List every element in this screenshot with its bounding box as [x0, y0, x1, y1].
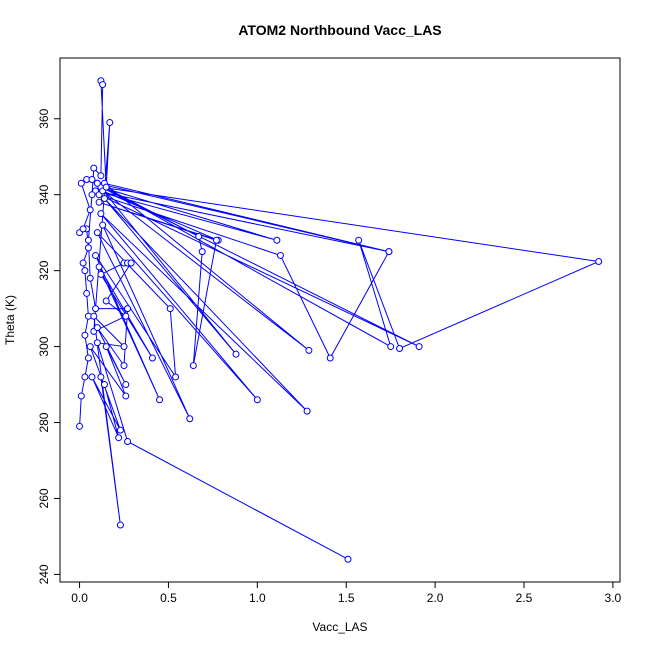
data-point	[198, 248, 206, 256]
data-point	[344, 555, 352, 563]
x-axis-label: Vacc_LAS	[312, 620, 367, 634]
data-point	[99, 81, 107, 89]
data-point	[172, 373, 180, 381]
x-tick-label: 1.0	[249, 591, 266, 605]
data-point	[79, 259, 87, 267]
data-point	[95, 198, 103, 206]
x-tick-label: 0.5	[160, 591, 177, 605]
data-point	[122, 392, 130, 400]
data-point	[83, 289, 91, 297]
data-point	[97, 210, 105, 218]
data-point	[81, 331, 89, 339]
data-point	[120, 362, 128, 370]
data-point	[88, 176, 96, 184]
data-point	[102, 297, 110, 305]
data-point	[166, 305, 174, 313]
data-point	[88, 191, 96, 199]
data-point	[86, 274, 94, 282]
data-point	[148, 354, 156, 362]
data-point	[396, 344, 404, 352]
y-tick-label: 320	[37, 260, 51, 280]
data-point	[355, 236, 363, 244]
data-point	[90, 164, 98, 172]
data-point	[100, 381, 108, 389]
data-point	[253, 396, 261, 404]
data-point	[86, 343, 94, 351]
data-point	[212, 236, 220, 244]
y-tick-label: 260	[37, 488, 51, 508]
y-axis-label: Theta (K)	[3, 295, 17, 345]
data-point	[100, 194, 108, 202]
data-point	[156, 396, 164, 404]
data-point	[387, 343, 395, 351]
y-tick-label: 340	[37, 184, 51, 204]
data-point	[326, 354, 334, 362]
data-point	[86, 206, 94, 214]
data-point	[595, 258, 603, 266]
data-point	[385, 248, 393, 256]
data-point	[415, 343, 423, 351]
x-tick-label: 0.0	[71, 591, 88, 605]
data-line	[79, 80, 601, 560]
data-point	[303, 407, 311, 415]
data-point	[92, 305, 100, 313]
chart-title: ATOM2 Northbound Vacc_LAS	[238, 22, 441, 38]
data-point	[189, 362, 197, 370]
data-point	[195, 232, 203, 240]
data-point	[186, 415, 194, 423]
data-point	[93, 339, 101, 347]
data-point	[122, 381, 130, 389]
data-point	[93, 324, 101, 332]
data-point	[84, 354, 92, 362]
y-tick-label: 300	[37, 336, 51, 356]
data-point	[97, 270, 105, 278]
data-point	[93, 229, 101, 237]
data-point	[97, 373, 105, 381]
x-tick-label: 2.5	[516, 591, 533, 605]
y-tick-label: 240	[37, 564, 51, 584]
data-point	[122, 312, 130, 320]
data-point	[77, 392, 85, 400]
data-point	[77, 179, 85, 187]
data-point	[93, 179, 101, 187]
y-tick-label: 280	[37, 412, 51, 432]
x-tick-label: 1.5	[338, 591, 355, 605]
x-tick-label: 3.0	[605, 591, 622, 605]
data-point	[106, 119, 114, 127]
data-point	[102, 183, 110, 191]
data-point	[99, 221, 107, 229]
data-point	[116, 426, 124, 434]
data-point	[232, 350, 240, 358]
data-point	[102, 343, 110, 351]
data-point	[92, 251, 100, 259]
data-point	[127, 259, 135, 267]
data-point	[81, 373, 89, 381]
data-point	[115, 434, 123, 442]
data-point	[276, 251, 284, 259]
plot-frame	[59, 57, 621, 583]
data-point	[120, 343, 128, 351]
data-point	[90, 312, 98, 320]
data-point	[273, 236, 281, 244]
data-point	[124, 305, 132, 313]
data-point	[124, 438, 132, 446]
data-point	[81, 267, 89, 275]
x-tick-label: 2.0	[427, 591, 444, 605]
data-point	[84, 236, 92, 244]
data-point	[116, 521, 124, 529]
data-point	[76, 422, 84, 430]
data-point	[95, 263, 103, 271]
y-tick-label: 360	[37, 108, 51, 128]
data-point	[84, 244, 92, 252]
data-point	[97, 172, 105, 180]
data-point	[305, 346, 313, 354]
data-point	[79, 225, 87, 233]
data-point	[88, 373, 96, 381]
